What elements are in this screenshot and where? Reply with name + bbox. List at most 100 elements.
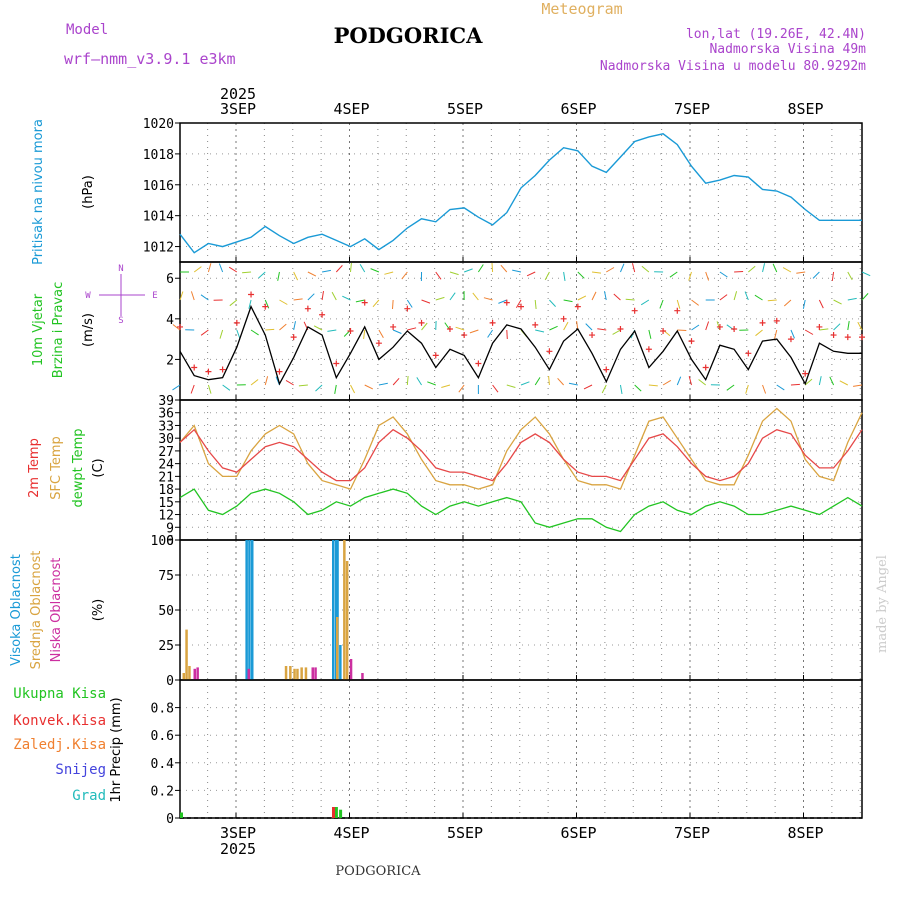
temp-title-2m: 2m Temp bbox=[27, 438, 42, 498]
wind-arrow bbox=[258, 271, 266, 279]
mid-cloud-bar bbox=[345, 561, 349, 680]
wind-arrow bbox=[818, 299, 824, 309]
y-tick-label: 75 bbox=[158, 569, 174, 584]
wind-arrow bbox=[857, 321, 863, 331]
gust-marker bbox=[248, 291, 255, 298]
wind-arrow bbox=[619, 263, 625, 273]
gust-marker bbox=[589, 332, 596, 339]
wind-arrow bbox=[321, 269, 331, 273]
wind-unit: (m/s) bbox=[81, 313, 96, 347]
wind-arrow bbox=[190, 384, 195, 394]
sfc-temp-line bbox=[179, 407, 863, 490]
mid-cloud-bar bbox=[300, 667, 303, 680]
model-elevation-label: Nadmorska Visina u modelu 80.9292m bbox=[600, 59, 866, 74]
gust-marker bbox=[859, 334, 865, 341]
gust-marker bbox=[262, 303, 269, 310]
bottom-year-label: 2025 bbox=[220, 840, 256, 858]
wind-arrow bbox=[847, 321, 850, 331]
wind-arrow bbox=[734, 271, 744, 273]
gust-marker bbox=[716, 323, 723, 330]
wind-arrow bbox=[279, 323, 287, 331]
gust-marker bbox=[660, 328, 667, 334]
gust-marker bbox=[574, 303, 581, 310]
wind-arrow bbox=[407, 327, 417, 331]
low-cloud-bar bbox=[361, 673, 364, 680]
wind-arrow bbox=[577, 295, 587, 301]
gust-marker bbox=[745, 350, 752, 357]
y-tick-label: 1020 bbox=[143, 117, 174, 132]
cloud-title-mid: Srednja Oblacnost bbox=[29, 551, 44, 670]
bottom-day-labels: 3SEP 4SEP 5SEP 6SEP 7SEP 8SEP bbox=[220, 824, 824, 842]
compass-w: W bbox=[85, 291, 91, 301]
wind-arrow bbox=[458, 384, 465, 393]
wind-arrow bbox=[790, 329, 795, 339]
wind-arrow bbox=[492, 384, 499, 393]
high-cloud-bar bbox=[336, 540, 339, 680]
gust-marker bbox=[830, 332, 837, 339]
wind-arrow bbox=[861, 271, 871, 277]
wind-arrow bbox=[190, 291, 195, 301]
gust-marker bbox=[290, 334, 297, 341]
mid-cloud-bar bbox=[296, 668, 299, 680]
low-cloud-bar bbox=[193, 668, 196, 680]
wind-arrow bbox=[688, 271, 692, 281]
bottom-day-label: 7SEP bbox=[674, 824, 710, 842]
gust-marker bbox=[375, 340, 382, 347]
y-tick-label: 6 bbox=[166, 272, 174, 287]
wind-arrow bbox=[435, 296, 445, 301]
cloud-panel: 0 25 50 75 100 bbox=[151, 534, 863, 689]
gust-marker bbox=[276, 368, 283, 375]
wind-arrow bbox=[833, 299, 842, 305]
bottom-day-label: 4SEP bbox=[333, 824, 369, 842]
y-tick-label: 27 bbox=[158, 445, 174, 460]
top-day-label: 7SEP bbox=[674, 100, 710, 118]
wind-arrow bbox=[307, 293, 315, 301]
wind-arrow bbox=[469, 329, 479, 334]
wind-arrow bbox=[549, 299, 556, 307]
wind-arrow bbox=[634, 384, 642, 392]
gust-marker bbox=[759, 319, 766, 326]
wind-arrow bbox=[172, 384, 181, 391]
legend-snow: Snijeg bbox=[55, 762, 106, 778]
wind-arrow bbox=[767, 299, 777, 302]
wind-arrow bbox=[819, 328, 829, 331]
top-year-label: 2025 bbox=[220, 85, 256, 103]
wind-arrow bbox=[772, 263, 778, 273]
gust-marker bbox=[361, 299, 368, 306]
wind-arrow bbox=[350, 384, 356, 394]
y-tick-label: 1018 bbox=[143, 148, 174, 163]
wind-arrow bbox=[363, 329, 366, 339]
panel-frame bbox=[179, 679, 863, 819]
dewpt-line bbox=[179, 488, 863, 533]
top-day-labels: 3SEP 4SEP 5SEP 6SEP 7SEP 8SEP bbox=[220, 100, 824, 118]
gust-marker bbox=[205, 368, 212, 375]
wind-arrow bbox=[719, 294, 728, 301]
wind-arrow bbox=[804, 329, 814, 335]
y-tick-label: 24 bbox=[158, 458, 174, 473]
wind-arrow bbox=[331, 291, 337, 301]
wind-arrow bbox=[733, 291, 738, 301]
wind-arrow bbox=[248, 299, 252, 309]
pressure-title: Pritisak na nivou mora bbox=[31, 119, 46, 265]
wind-arrow bbox=[802, 299, 806, 309]
wind-arrow bbox=[619, 384, 623, 394]
wind-arrow bbox=[335, 265, 343, 273]
gust-marker bbox=[475, 360, 482, 367]
station-title: PODGORICA bbox=[334, 23, 484, 48]
wind-arrow bbox=[676, 376, 682, 386]
wind-arrow bbox=[401, 271, 408, 280]
total-precip-bar bbox=[334, 807, 338, 818]
wind-arrow bbox=[847, 271, 853, 281]
gust-marker bbox=[844, 334, 851, 341]
wind-arrow bbox=[641, 265, 650, 273]
pressure-unit: (hPa) bbox=[81, 175, 96, 209]
y-tick-label: 33 bbox=[158, 419, 174, 434]
wind-arrow bbox=[483, 297, 493, 301]
wind-arrow bbox=[487, 329, 493, 338]
wind-arrow bbox=[472, 292, 479, 301]
wind-arrow bbox=[491, 262, 494, 273]
wind-arrow bbox=[384, 271, 394, 275]
low-cloud-bar bbox=[314, 667, 317, 680]
wind-arrow bbox=[193, 266, 202, 273]
